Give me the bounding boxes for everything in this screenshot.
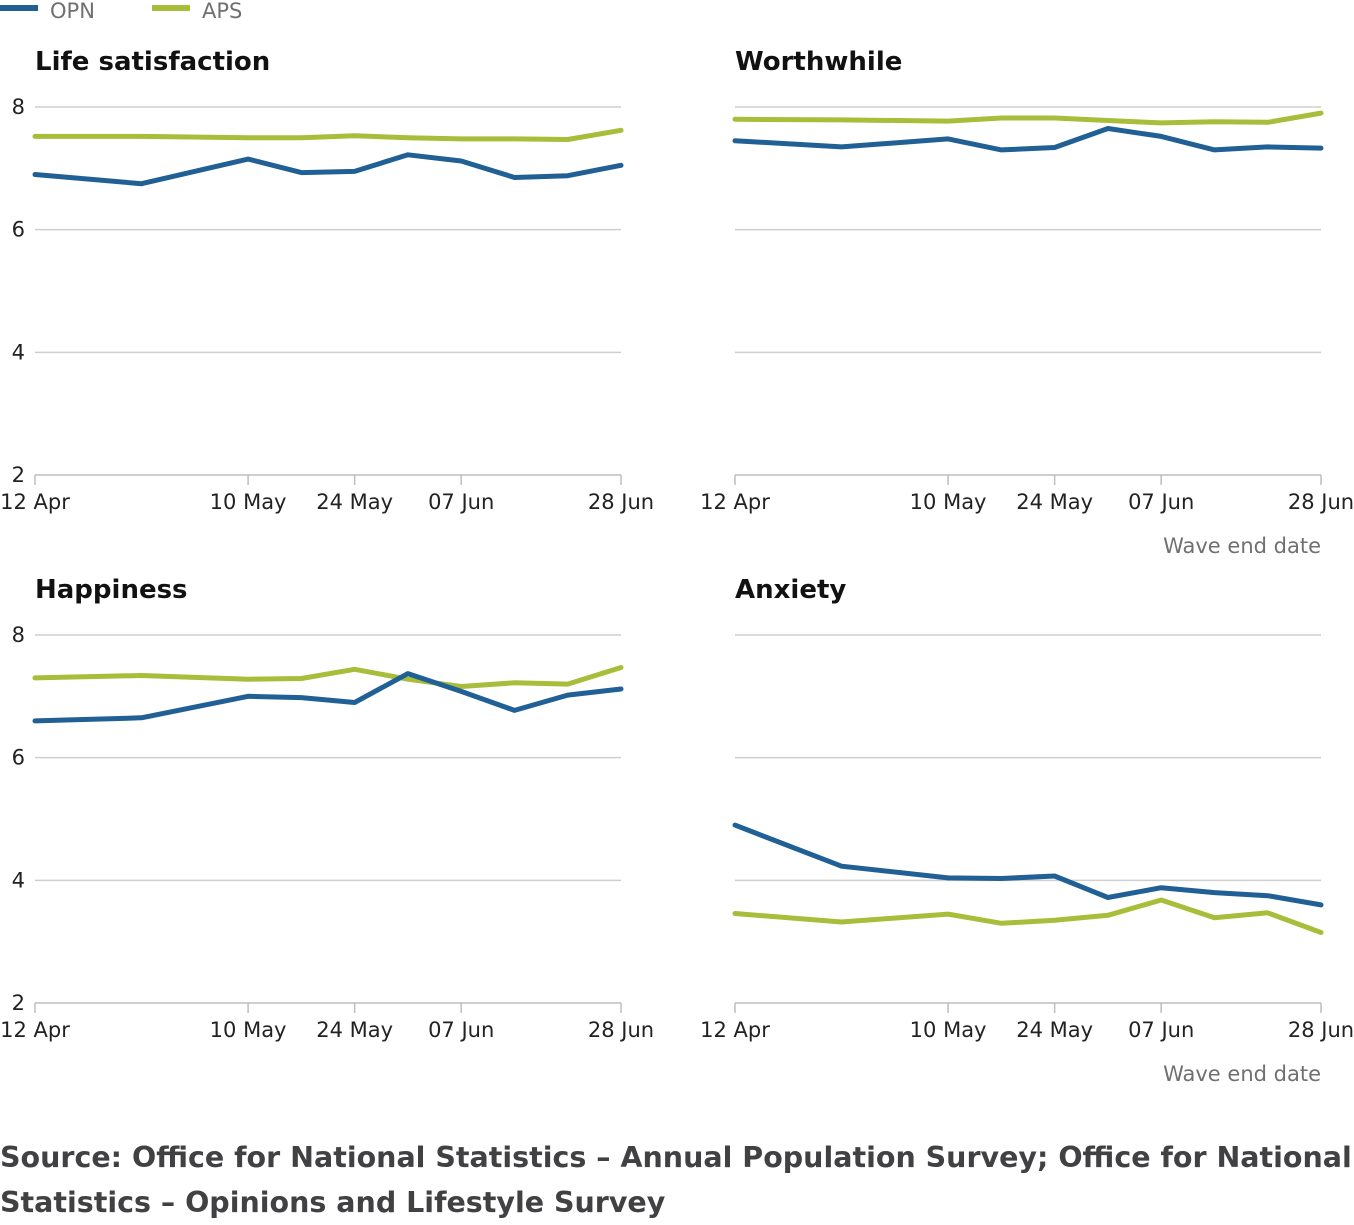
x-tick-label: 10 May [910,490,987,514]
x-tick-label: 28 Jun [588,1018,654,1042]
panel-anxiety: Anxiety 12 Apr 10 May 24 May 07 Jun 28 Jun Wav… [700,575,1354,1086]
y-tick-label: 8 [12,623,25,647]
source-note: Source: Office for National Statistics –… [0,1135,1354,1225]
x-tick-label: 07 Jun [428,1018,494,1042]
x-tick-label: 07 Jun [1128,1018,1194,1042]
legend: OPN APS [0,0,242,23]
x-tick-label: 24 May [316,490,393,514]
x-tick-label: 24 May [1016,490,1093,514]
legend-label-aps: APS [202,0,242,23]
x-tick-label: 10 May [210,490,287,514]
x-tick-label: 12 Apr [700,1018,770,1042]
series-line-aps [32,127,624,142]
x-tick-label: 12 Apr [0,1018,70,1042]
series-line-opn [32,671,624,724]
y-tick-label: 4 [12,868,25,892]
series-line-aps [732,897,1324,935]
panel-title-happiness: Happiness [35,575,188,605]
legend-item-opn: OPN [0,0,95,23]
x-tick-label: 24 May [1016,1018,1093,1042]
series-line-opn [32,152,624,187]
panel-title-life-satisfaction: Life satisfaction [35,47,270,77]
panel-title-worthwhile: Worthwhile [735,47,902,77]
source-line-1: Source: Office for National Statistics –… [0,1141,1352,1174]
y-tick-label: 6 [12,218,25,242]
x-tick-label: 28 Jun [1288,1018,1354,1042]
x-axis-title: Wave end date [1163,534,1321,558]
series-line-opn [732,822,1324,908]
chart-figure: OPN APS Life satisfaction 2 4 6 8 12 Apr 10 Ma… [0,0,1354,1086]
x-axis-title: Wave end date [1163,1062,1321,1086]
panel-happiness: Happiness 2 4 6 8 12 Apr 10 May 24 May 07 Jun 28 … [0,575,654,1042]
series-line-aps [32,665,624,689]
x-tick-label: 10 May [210,1018,287,1042]
y-tick-label: 2 [12,991,25,1015]
panel-worthwhile: Worthwhile 12 Apr 10 May 24 May 07 Jun 28 Jun… [700,47,1354,558]
legend-item-aps: APS [152,0,242,23]
y-tick-label: 2 [12,463,25,487]
x-tick-label: 24 May [316,1018,393,1042]
x-tick-label: 28 Jun [1288,490,1354,514]
series-line-aps [732,110,1324,126]
chart-panels: Life satisfaction 2 4 6 8 12 Apr 10 May 24 May 0… [0,47,1354,1086]
y-tick-label: 6 [12,746,25,770]
x-tick-label: 07 Jun [1128,490,1194,514]
x-tick-label: 28 Jun [588,490,654,514]
legend-label-opn: OPN [50,0,95,23]
panel-life-satisfaction: Life satisfaction 2 4 6 8 12 Apr 10 May 24 May 0… [0,47,654,514]
source-line-2: Statistics – Opinions and Lifestyle Surv… [0,1186,666,1219]
y-tick-label: 4 [12,340,25,364]
series-line-opn [732,126,1324,153]
x-tick-label: 10 May [910,1018,987,1042]
x-tick-label: 12 Apr [0,490,70,514]
panel-title-anxiety: Anxiety [735,575,846,605]
x-tick-label: 07 Jun [428,490,494,514]
y-tick-label: 8 [12,95,25,119]
x-tick-label: 12 Apr [700,490,770,514]
